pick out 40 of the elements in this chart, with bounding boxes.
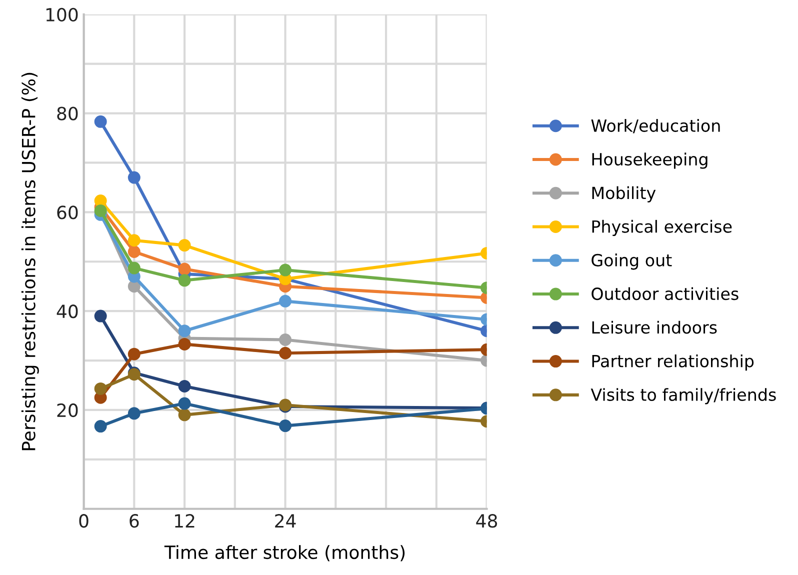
point <box>128 234 140 247</box>
point <box>178 380 191 392</box>
point <box>94 194 107 208</box>
y-axis-title: Persisting restrictions in items USER-P (%) <box>21 72 39 450</box>
y-tick-label: 20 <box>57 403 78 418</box>
x-axis-title: Time after stroke (months) <box>164 545 405 562</box>
point <box>178 262 191 276</box>
point <box>128 407 140 420</box>
y-tick-label: 40 <box>56 304 78 318</box>
legend-label: Outdoor activities <box>592 287 738 300</box>
point <box>94 115 107 128</box>
x-tick-label: 6 <box>130 514 139 528</box>
legend-label: Physical exercise <box>592 220 732 236</box>
point <box>178 408 191 422</box>
point <box>178 338 191 350</box>
y-tick-label: 80 <box>57 106 78 120</box>
point <box>128 171 140 184</box>
legend-label: Mobility <box>592 186 656 202</box>
x-tick-label: 48 <box>476 514 498 528</box>
legend-label: Leisure indoors <box>592 320 717 334</box>
y-tick-label: 60 <box>57 206 78 220</box>
legend-label: Going out <box>592 254 672 270</box>
x-tick-label: 24 <box>275 514 296 528</box>
point <box>128 348 140 360</box>
point <box>178 239 191 252</box>
x-tick-label: 12 <box>175 514 194 528</box>
point <box>94 310 107 322</box>
point <box>178 397 191 410</box>
legend-label: Work/education <box>591 119 720 134</box>
point <box>128 245 140 258</box>
y-tick-label: 100 <box>46 8 78 22</box>
point <box>178 274 191 287</box>
legend-label: Partner relationship <box>592 354 754 371</box>
point <box>94 382 107 395</box>
legend-label: Housekeeping <box>592 152 708 169</box>
point <box>178 324 191 338</box>
point <box>128 262 140 274</box>
legend-label: Visits to family/friends <box>590 388 776 404</box>
x-tick-label: 0 <box>79 514 88 528</box>
point <box>94 420 107 433</box>
